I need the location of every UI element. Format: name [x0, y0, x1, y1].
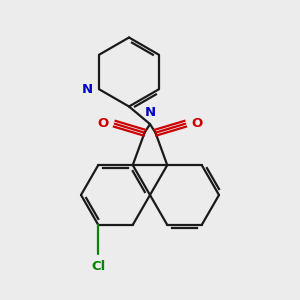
- Text: N: N: [144, 106, 156, 119]
- Text: Cl: Cl: [91, 260, 105, 273]
- Text: N: N: [81, 83, 92, 96]
- Text: O: O: [98, 117, 109, 130]
- Text: O: O: [191, 117, 202, 130]
